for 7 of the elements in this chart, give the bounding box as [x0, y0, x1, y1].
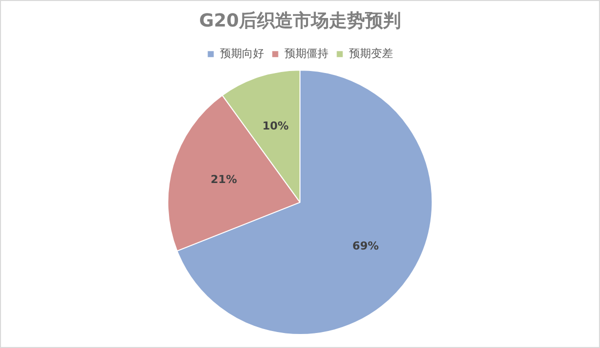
data-label: 21% [210, 173, 237, 186]
legend-label: 预期变差 [348, 46, 393, 60]
chart-title: G20后织造市场走势预判 [199, 10, 401, 32]
data-label: 69% [352, 240, 379, 253]
legend-label: 预期向好 [220, 46, 264, 60]
data-label: 10% [262, 120, 289, 133]
legend-label: 预期僵持 [284, 46, 328, 60]
